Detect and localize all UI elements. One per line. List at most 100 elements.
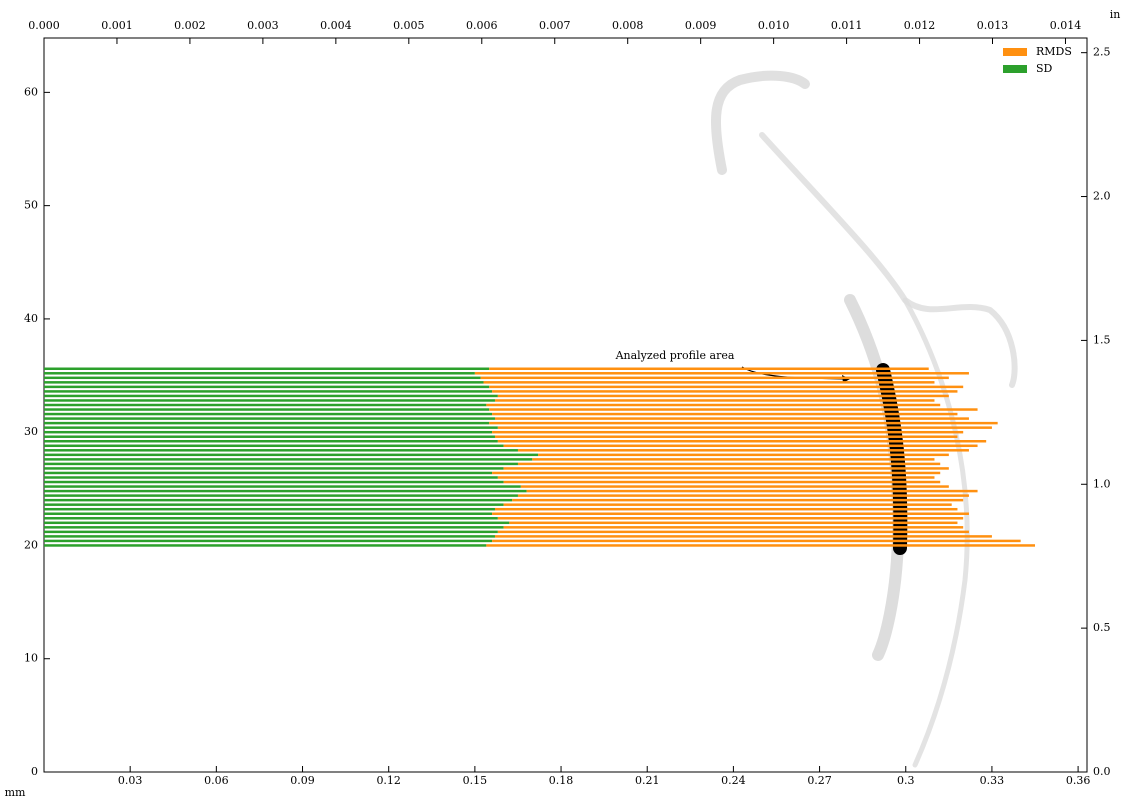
- bar: [517, 449, 969, 452]
- x-tick-label: 0.15: [463, 774, 488, 787]
- x-tick-label: 0.36: [1066, 774, 1091, 787]
- bar: [44, 458, 533, 461]
- bar: [44, 435, 495, 438]
- x-tick-label: 0.3: [897, 774, 915, 787]
- bar: [494, 507, 958, 511]
- x-tick-label: 0.18: [549, 774, 574, 787]
- bar: [538, 453, 949, 457]
- bar: [509, 521, 958, 525]
- bar: [44, 430, 493, 434]
- x-tick-label: 0.27: [807, 774, 832, 787]
- bar: [44, 417, 495, 420]
- x-tick-label: 0.06: [204, 774, 229, 787]
- x-tick-label: 0.09: [290, 774, 315, 787]
- bar: [44, 498, 513, 502]
- bar: [526, 489, 978, 493]
- y-tick-label: 30: [24, 425, 38, 438]
- x2-tick-label: 0.014: [1050, 19, 1082, 32]
- bar: [44, 535, 495, 538]
- y-tick-label: 10: [24, 652, 38, 665]
- bar: [497, 394, 949, 398]
- bar: [503, 503, 952, 506]
- bar: [489, 385, 964, 389]
- bar: [44, 372, 475, 375]
- bar: [483, 381, 935, 384]
- annotation: Analyzed profile area: [615, 349, 735, 362]
- bar: [44, 385, 490, 389]
- bar: [497, 426, 992, 429]
- bar: [44, 403, 487, 407]
- x2-tick-label: 0.001: [101, 19, 133, 32]
- bar: [492, 390, 958, 393]
- bar: [489, 421, 998, 425]
- bar: [44, 507, 495, 511]
- x2-tick-label: 0.008: [612, 19, 644, 32]
- bar: [44, 390, 493, 393]
- y2-tick-label: 0.0: [1093, 765, 1111, 778]
- x2-tick-label: 0.011: [831, 19, 863, 32]
- bar: [492, 412, 958, 416]
- bar: [44, 494, 518, 497]
- bar: [494, 435, 958, 438]
- bar: [44, 526, 504, 529]
- bar: [474, 372, 969, 375]
- bar: [497, 440, 987, 443]
- bar: [489, 367, 929, 370]
- x2-tick-label: 0.000: [28, 19, 60, 32]
- x2-tick-label: 0.012: [904, 19, 936, 32]
- x2-tick-label: 0.013: [977, 19, 1009, 32]
- x2-tick-label: 0.003: [247, 19, 279, 32]
- bar: [494, 399, 935, 402]
- x2-tick-label: 0.010: [758, 19, 790, 32]
- bar: [492, 471, 941, 475]
- bar: [44, 521, 510, 525]
- bar: [44, 462, 518, 466]
- bar: [44, 544, 487, 547]
- legend-label: SD: [1036, 62, 1053, 75]
- bar: [503, 467, 949, 470]
- bar: [512, 498, 964, 502]
- bar: [503, 444, 978, 448]
- legend-label: RMDS: [1036, 45, 1072, 58]
- bar: [492, 430, 964, 434]
- x2-tick-label: 0.005: [393, 19, 425, 32]
- y-tick-label: 0: [31, 765, 38, 778]
- x2-tick-label: 0.002: [174, 19, 206, 32]
- bar: [44, 453, 539, 457]
- bar: [44, 503, 504, 506]
- legend-swatch: [1003, 65, 1027, 73]
- bar: [44, 412, 493, 416]
- bar: [503, 526, 964, 529]
- bar: [532, 458, 935, 461]
- bar: [492, 512, 969, 515]
- bar: [44, 381, 484, 384]
- bar: [44, 408, 490, 411]
- y2-tick-label: 1.0: [1093, 477, 1111, 490]
- x-tick-label: 0.12: [376, 774, 401, 787]
- x-tick-label: 0.24: [721, 774, 746, 787]
- x2-unit: in: [1110, 8, 1121, 21]
- bar: [44, 512, 493, 515]
- x-tick-label: 0.33: [980, 774, 1005, 787]
- bar: [489, 408, 978, 411]
- bar: [44, 421, 490, 425]
- bar: [44, 476, 498, 479]
- x2-tick-label: 0.004: [320, 19, 352, 32]
- legend-swatch: [1003, 48, 1027, 56]
- x-tick-label: 0.03: [118, 774, 143, 787]
- bar: [44, 471, 493, 475]
- bar: [480, 376, 949, 380]
- x-unit: mm: [5, 786, 26, 799]
- bar: [44, 376, 481, 380]
- y2-tick-label: 2.0: [1093, 190, 1111, 203]
- background-image: [710, 70, 1018, 768]
- bar: [44, 440, 498, 443]
- y-tick-label: 20: [24, 538, 38, 551]
- x2-tick-label: 0.006: [466, 19, 498, 32]
- bar: [44, 517, 498, 520]
- bar: [44, 367, 490, 370]
- bar: [497, 530, 969, 534]
- bar: [492, 539, 1021, 543]
- bar: [44, 480, 504, 484]
- bar: [520, 485, 949, 488]
